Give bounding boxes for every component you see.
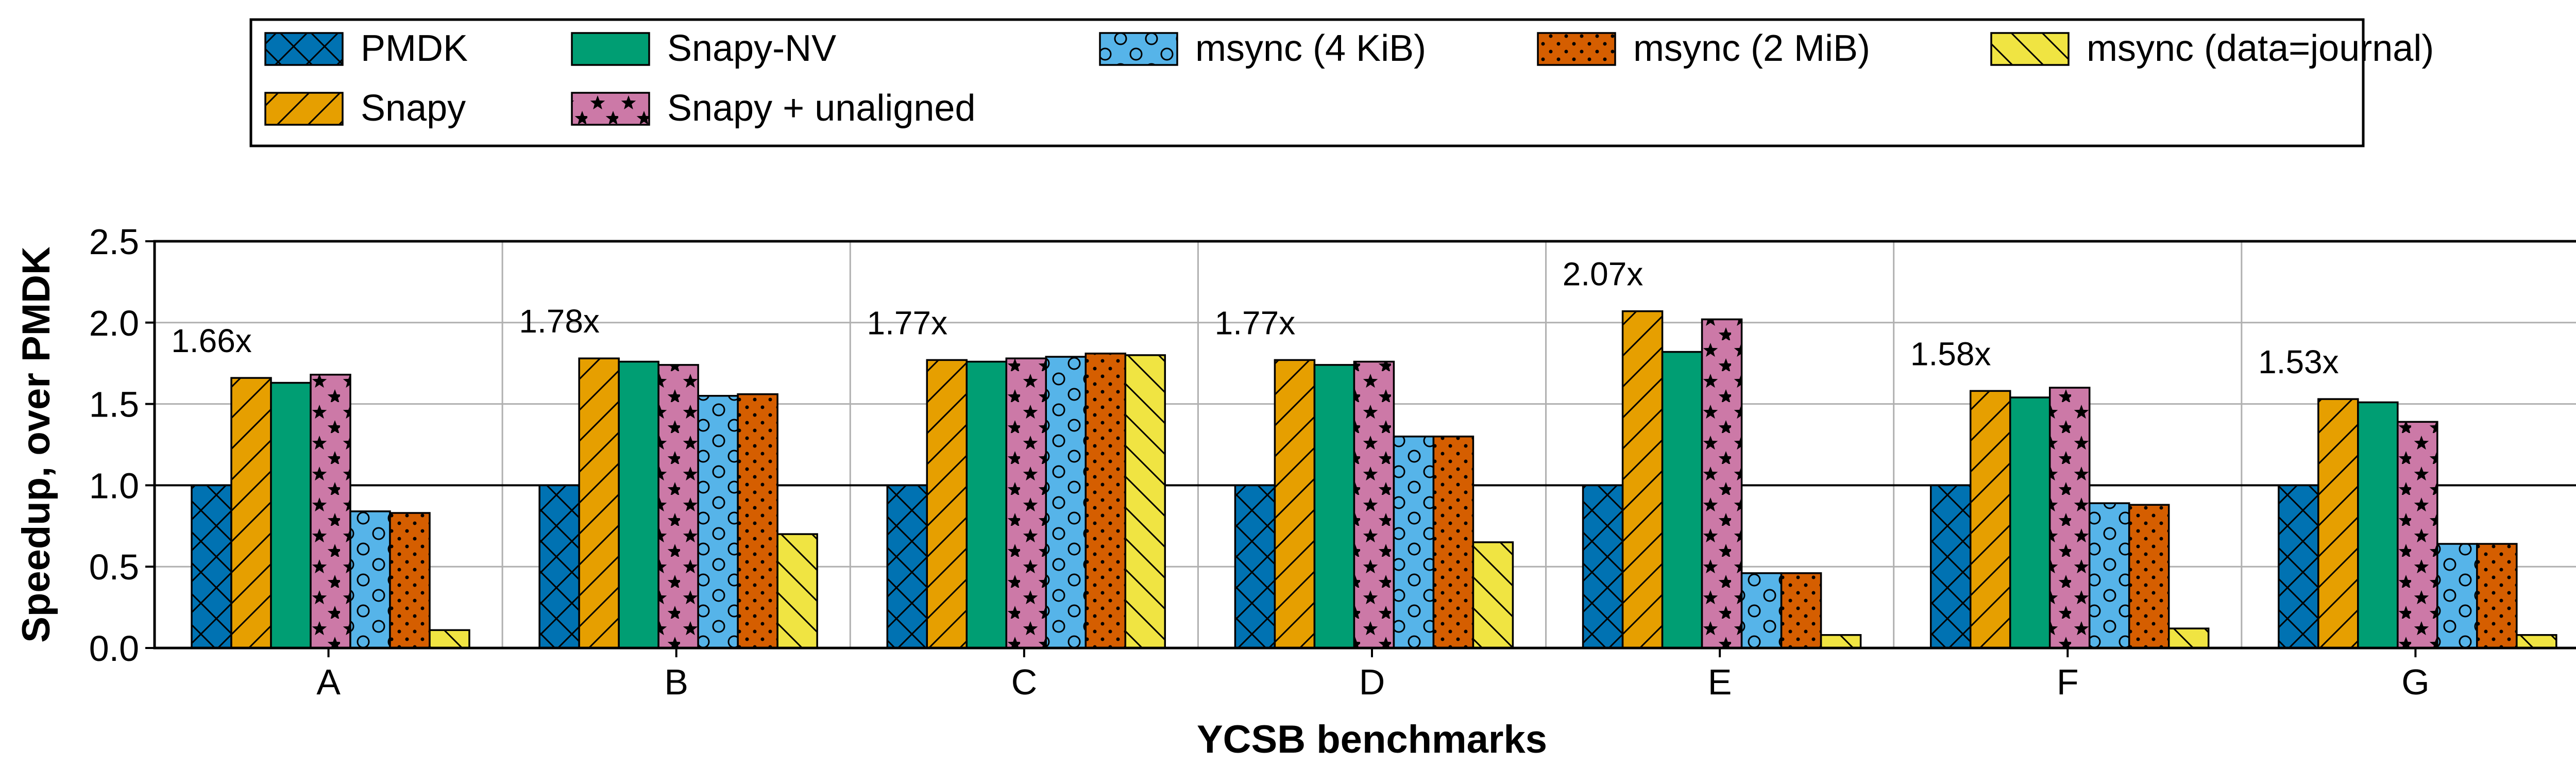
- x-tick-label-E: E: [1708, 662, 1732, 702]
- bar-B-3: [657, 364, 699, 649]
- bar-B-6: [776, 533, 818, 649]
- legend-label-5: msync (2 MiB): [1633, 28, 1870, 69]
- x-tick-label-G: G: [2401, 662, 2429, 702]
- bar-E-0: [1582, 484, 1624, 649]
- bar-C-1: [926, 359, 968, 649]
- y-tick-label: 1.5: [89, 385, 139, 425]
- bar-B-2: [618, 360, 659, 649]
- bar-G-1: [2317, 398, 2359, 649]
- legend-swatch-3: [571, 92, 650, 126]
- bar-annotations: 1.66x 1.78x 1.77x 1.77x 2.07x 1.58x 1.53x: [171, 256, 2338, 380]
- x-tick-label-A: A: [316, 662, 341, 702]
- x-tick-label-C: C: [1011, 662, 1038, 702]
- x-axis: A B C D E F G: [316, 648, 2430, 702]
- annotation-C: 1.77x: [867, 304, 948, 341]
- y-tick-label: 2.5: [89, 222, 139, 262]
- bar-G-2: [2357, 401, 2399, 649]
- bar-E-2: [1661, 351, 1703, 649]
- legend-label-1: Snapy: [361, 88, 466, 129]
- legend-label-2: Snapy-NV: [667, 28, 836, 69]
- bars: [191, 310, 2557, 649]
- bar-A-5: [389, 512, 431, 649]
- bar-D-1: [1274, 359, 1316, 649]
- annotation-G: 1.53x: [2258, 343, 2339, 380]
- bar-C-0: [886, 484, 928, 649]
- y-tick-label: 0.0: [89, 628, 139, 669]
- annotation-E: 2.07x: [1563, 256, 1643, 293]
- legend-label-6: msync (data=journal): [2087, 28, 2434, 69]
- bar-A-6: [429, 629, 470, 649]
- bar-A-4: [349, 510, 391, 649]
- legend-swatch-0: [264, 32, 344, 66]
- annotation-A: 1.66x: [171, 322, 252, 359]
- bar-F-5: [2128, 504, 2170, 649]
- legend-label-4: msync (4 KiB): [1195, 28, 1426, 69]
- legend-swatch-1: [264, 92, 344, 126]
- legend-label-0: PMDK: [361, 28, 468, 69]
- y-axis-label: Speedup, over PMDK: [14, 246, 58, 643]
- bar-F-4: [2088, 502, 2130, 649]
- bar-D-6: [1472, 541, 1514, 649]
- bar-A-3: [310, 374, 351, 649]
- x-axis-label: YCSB benchmarks: [1197, 718, 1547, 761]
- bar-D-0: [1234, 484, 1276, 649]
- x-tick-label-D: D: [1359, 662, 1385, 702]
- bar-F-6: [2167, 627, 2210, 649]
- x-tick-label-B: B: [664, 662, 688, 702]
- bar-B-5: [737, 393, 778, 649]
- bar-G-3: [2397, 421, 2438, 649]
- bar-D-5: [1432, 435, 1475, 649]
- y-tick-label: 0.5: [89, 547, 139, 587]
- bar-A-2: [270, 381, 312, 649]
- bar-B-4: [697, 395, 739, 649]
- bar-B-1: [578, 357, 620, 649]
- bar-G-0: [2278, 484, 2319, 649]
- annotation-F: 1.58x: [1910, 335, 1991, 372]
- bar-G-6: [2516, 634, 2557, 649]
- bar-A-1: [230, 377, 272, 649]
- legend-swatch-2: [571, 32, 650, 66]
- bar-E-1: [1621, 310, 1664, 649]
- y-tick-label: 2.0: [89, 303, 139, 343]
- bar-G-5: [2476, 543, 2518, 649]
- bar-F-1: [1969, 390, 2011, 649]
- bar-D-4: [1393, 435, 1435, 649]
- bar-C-5: [1084, 353, 1127, 649]
- bar-F-2: [2009, 396, 2051, 649]
- bar-F-0: [1929, 484, 1972, 649]
- y-axis: 0.0 0.5 1.0 1.5 2.0 2.5: [89, 222, 155, 669]
- bar-C-2: [965, 360, 1008, 649]
- bar-E-5: [1780, 572, 1822, 649]
- bar-C-4: [1045, 356, 1087, 649]
- bar-D-2: [1313, 364, 1355, 649]
- bar-D-3: [1353, 360, 1395, 649]
- legend-label-3: Snapy + unaligned: [667, 88, 976, 129]
- bar-E-6: [1820, 634, 1862, 649]
- bar-G-4: [2436, 543, 2478, 649]
- bar-A-0: [191, 484, 232, 649]
- y-tick-label: 1.0: [89, 466, 139, 506]
- legend-swatch-6: [1990, 32, 2070, 66]
- legend-swatch-4: [1099, 32, 1178, 66]
- annotation-B: 1.78x: [519, 303, 600, 340]
- annotation-D: 1.77x: [1215, 304, 1296, 341]
- legend-swatch-5: [1537, 32, 1616, 66]
- bar-E-3: [1701, 318, 1743, 649]
- legend: PMDK Snapy Snapy-NV Snapy + unaligned msync …: [249, 18, 2434, 147]
- bar-E-4: [1740, 572, 1783, 649]
- bar-C-3: [1005, 357, 1047, 649]
- bar-F-3: [2048, 387, 2091, 649]
- bar-B-0: [538, 484, 580, 649]
- bar-C-6: [1124, 354, 1166, 649]
- x-tick-label-F: F: [2057, 662, 2079, 702]
